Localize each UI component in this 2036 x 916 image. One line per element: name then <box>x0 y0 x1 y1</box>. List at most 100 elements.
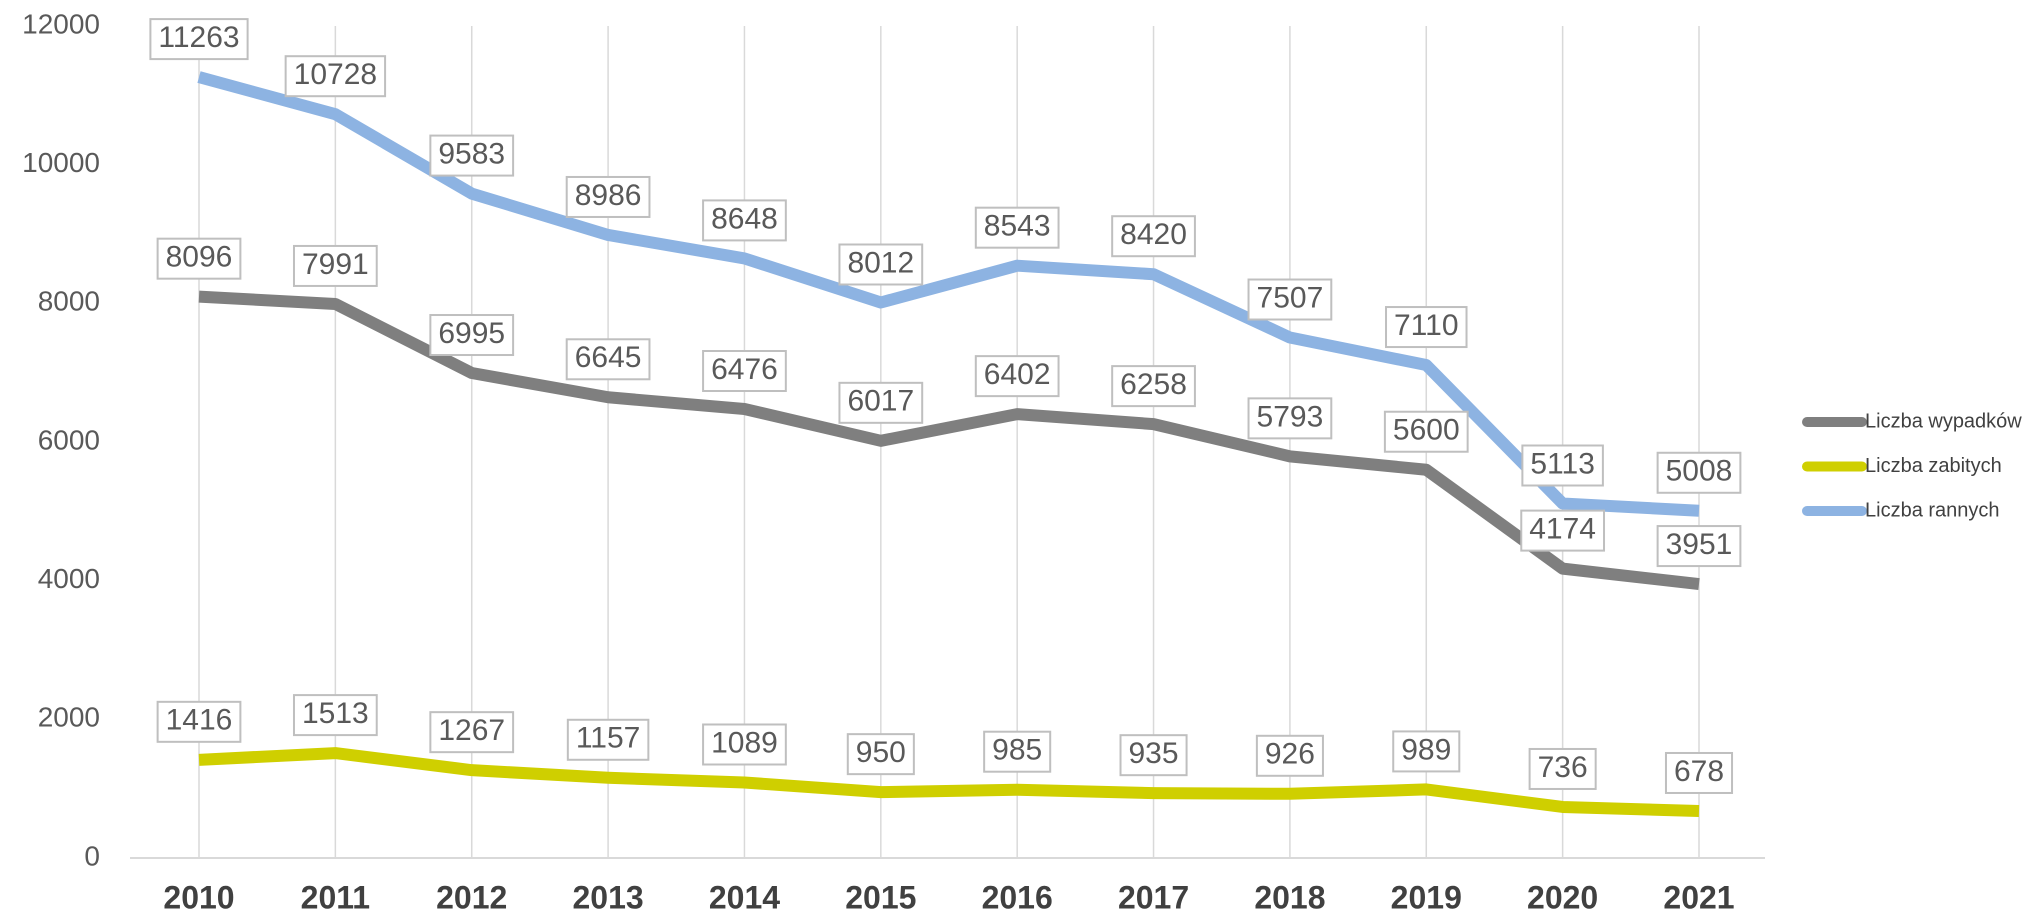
x-tick-label: 2018 <box>1254 879 1325 915</box>
y-tick-label: 12000 <box>22 8 100 39</box>
data-label-group: 926 <box>1255 734 1324 777</box>
data-line <box>197 71 1700 517</box>
data-label-group: 5793 <box>1247 397 1333 440</box>
data-label-box <box>974 206 1060 249</box>
data-label-box <box>156 237 242 280</box>
data-label-box <box>565 175 651 218</box>
data-label: 4174 <box>1529 513 1596 546</box>
x-tick-label: 2020 <box>1527 879 1598 915</box>
x-tick-label: 2012 <box>436 879 507 915</box>
y-tick-label: 8000 <box>38 286 100 317</box>
data-label-box <box>1521 444 1604 487</box>
data-label-box <box>1664 751 1734 794</box>
data-label-group: 5008 <box>1656 451 1742 494</box>
data-label: 7991 <box>302 248 369 281</box>
data-label: 10728 <box>294 58 377 91</box>
data-label-group: 4174 <box>1520 509 1606 552</box>
x-tick-label: 2016 <box>982 879 1053 915</box>
data-label-box <box>292 694 378 737</box>
data-label-box <box>1119 734 1188 777</box>
x-tick-label: 2015 <box>845 879 916 915</box>
data-line <box>198 290 1700 591</box>
data-label-box <box>1111 365 1196 408</box>
x-tick-label: 2014 <box>709 879 780 915</box>
legend-label: Liczba zabitych <box>1865 455 2002 477</box>
data-label: 6017 <box>847 385 914 418</box>
data-label-box <box>846 733 915 776</box>
data-label-box <box>284 55 387 98</box>
data-label: 5793 <box>1257 400 1324 433</box>
data-label-box <box>429 711 515 754</box>
data-label: 9583 <box>438 138 505 171</box>
data-label-box <box>429 134 515 177</box>
y-tick-label: 4000 <box>38 563 100 594</box>
data-label-box <box>983 730 1052 773</box>
y-tick-label: 2000 <box>38 702 100 733</box>
data-label-group: 5113 <box>1521 444 1604 487</box>
data-label-group: 1513 <box>292 694 378 737</box>
data-label-group: 7507 <box>1247 278 1333 321</box>
data-label-group: 10728 <box>284 55 387 98</box>
data-label-group: 8420 <box>1111 215 1196 258</box>
data-label: 989 <box>1401 733 1451 766</box>
data-label: 6995 <box>438 317 505 350</box>
data-label-group: 6476 <box>702 349 787 392</box>
data-label-group: 8986 <box>565 175 651 218</box>
legend-label: Liczba rannych <box>1865 499 2000 521</box>
data-label-group: 950 <box>846 733 915 776</box>
data-label: 8012 <box>847 246 914 279</box>
y-tick-label: 0 <box>84 840 100 871</box>
data-label-box <box>702 349 787 392</box>
data-label: 1157 <box>576 722 641 755</box>
data-label-group: 1267 <box>429 711 515 754</box>
data-label: 950 <box>856 736 906 769</box>
data-label: 7507 <box>1257 281 1324 314</box>
data-label: 3951 <box>1666 528 1733 561</box>
x-tick-label: 2021 <box>1663 879 1734 915</box>
data-label: 935 <box>1129 737 1179 770</box>
data-label-box <box>1247 397 1333 440</box>
data-label: 6476 <box>711 353 778 386</box>
data-label: 5008 <box>1666 455 1733 488</box>
data-label-group: 8543 <box>974 206 1060 249</box>
x-tick-label: 2010 <box>163 879 234 915</box>
data-label-box <box>156 700 242 743</box>
data-label: 8096 <box>166 241 233 274</box>
data-label-box <box>429 314 515 357</box>
legend-label: Liczba wypadków <box>1865 410 2022 432</box>
x-tick-label: 2017 <box>1118 879 1189 915</box>
data-label-group: 6402 <box>974 355 1060 398</box>
data-label: 11263 <box>158 21 239 54</box>
data-label: 8986 <box>575 179 642 212</box>
x-tick-label: 2013 <box>572 879 643 915</box>
data-label-group: 7991 <box>292 244 378 287</box>
data-label-box <box>702 199 787 242</box>
data-label: 8648 <box>711 202 778 235</box>
data-label-group: 1157 <box>566 718 650 761</box>
data-label-group: 6258 <box>1111 365 1196 408</box>
data-label-group: 935 <box>1119 734 1188 777</box>
data-label: 1267 <box>438 714 505 747</box>
data-label-group: 9583 <box>429 134 515 177</box>
data-label: 1416 <box>166 704 233 737</box>
data-label: 926 <box>1265 738 1315 771</box>
data-label: 736 <box>1538 751 1588 784</box>
data-label: 6258 <box>1120 368 1187 401</box>
data-label-group: 736 <box>1528 747 1597 790</box>
data-label-group: 3951 <box>1656 525 1742 568</box>
data-label: 1513 <box>302 697 369 730</box>
data-label-box <box>974 355 1060 398</box>
data-label-group: 8012 <box>838 243 924 286</box>
data-label-box <box>1656 451 1742 494</box>
data-label-group: 8648 <box>702 199 787 242</box>
data-label-group: 7110 <box>1385 306 1468 349</box>
data-label-group: 5600 <box>1383 410 1469 453</box>
data-label-group: 989 <box>1392 730 1461 773</box>
data-label-group: 6995 <box>429 314 515 357</box>
data-line <box>198 747 1700 817</box>
data-label-group: 8096 <box>156 237 242 280</box>
data-label-group: 6017 <box>838 381 924 424</box>
data-label: 985 <box>992 734 1042 767</box>
data-label: 678 <box>1674 755 1724 788</box>
